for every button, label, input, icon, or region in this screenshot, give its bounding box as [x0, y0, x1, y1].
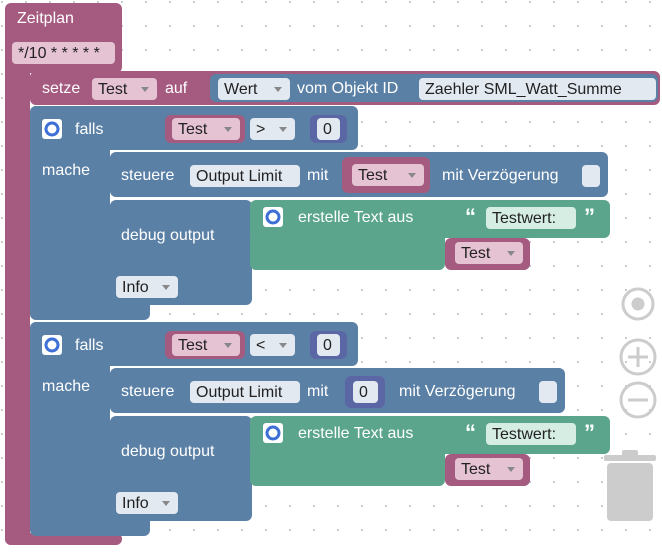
dropdown-arrow [274, 87, 282, 92]
dropdown-arrow [408, 173, 416, 178]
quote-open: “ [465, 204, 476, 229]
debug-label: debug output [121, 227, 215, 244]
workspace-controls [619, 287, 657, 419]
operator: < [256, 337, 265, 354]
control-value: 0 [359, 384, 368, 401]
text-join-label: erstelle Text aus [298, 209, 413, 226]
control-value: Test [358, 167, 388, 184]
control-value-field[interactable] [352, 164, 424, 186]
if-label: falls [75, 121, 103, 138]
dropdown-arrow [224, 343, 232, 348]
text-join-label: erstelle Text aus [298, 425, 413, 442]
debug-level: Info [122, 279, 149, 296]
if-body [30, 322, 110, 532]
gear [44, 121, 60, 137]
text-join-input [250, 232, 445, 270]
debug-label: debug output [121, 443, 215, 460]
control-target-field[interactable] [190, 165, 300, 187]
control-target: Output Limit [196, 168, 283, 185]
gear [44, 337, 60, 353]
operator-field[interactable] [250, 118, 295, 140]
debug-level-field[interactable] [116, 492, 178, 514]
zoom-in-button[interactable] [619, 338, 657, 376]
cron: */10 * * * * * [18, 45, 100, 62]
compare-right-field[interactable] [317, 118, 340, 140]
set-variable-field[interactable] [92, 78, 157, 100]
debug-level: Info [122, 495, 149, 512]
compare-left: Test [178, 121, 208, 138]
gear [265, 425, 281, 441]
quote-close: ” [584, 420, 595, 445]
control-with: mit [307, 383, 329, 400]
cron-field[interactable] [12, 42, 115, 64]
debug-variable: Test [461, 461, 491, 478]
compare-left: Test [178, 337, 208, 354]
text-literal: Testwert: [492, 210, 556, 227]
gear [265, 209, 281, 225]
text-literal-field[interactable] [486, 423, 576, 445]
operator-field[interactable] [250, 334, 295, 356]
control-target-field[interactable] [190, 381, 300, 403]
delay-checkbox[interactable] [539, 381, 557, 403]
dropdown-arrow [507, 251, 515, 256]
delay-checkbox[interactable] [582, 165, 600, 187]
compare-right-field[interactable] [317, 334, 340, 356]
debug-variable-field[interactable] [455, 458, 523, 480]
if-body [30, 106, 110, 316]
set-variable: Test [98, 81, 128, 98]
delay-label: mit Verzögerung [399, 383, 516, 400]
quote-close: ” [584, 204, 595, 229]
do-label: mache [42, 162, 90, 179]
debug-variable-field[interactable] [455, 242, 523, 264]
schedule-label: Zeitplan [17, 10, 74, 27]
set-to: auf [165, 80, 188, 97]
delay-label: mit Verzögerung [442, 167, 559, 184]
control-target: Output Limit [196, 384, 283, 401]
text-literal-field[interactable] [486, 207, 576, 229]
do-label: mache [42, 378, 90, 395]
compare-left-field[interactable] [172, 118, 240, 140]
text-join-input [250, 448, 445, 486]
dropdown-arrow [141, 87, 149, 92]
quote-open: “ [465, 420, 476, 445]
compare-right: 0 [323, 121, 332, 138]
dropdown-arrow [224, 127, 232, 132]
dropdown-arrow [507, 467, 515, 472]
control-label: steuere [121, 383, 174, 400]
zoom-out-button[interactable] [619, 381, 657, 419]
object-id: Zaehler SML_Watt_Summe [425, 81, 622, 98]
dropdown-arrow [279, 343, 287, 348]
if-label: falls [75, 337, 103, 354]
trash-can[interactable] [604, 450, 656, 521]
source-field[interactable] [218, 78, 290, 100]
compare-left-field[interactable] [172, 334, 240, 356]
debug-variable: Test [461, 245, 491, 262]
control-with: mit [307, 167, 329, 184]
source: Wert [224, 81, 258, 98]
compare-right: 0 [323, 337, 332, 354]
dropdown-arrow [162, 285, 170, 290]
of-label: vom Objekt ID [297, 80, 398, 97]
object-id-field[interactable] [419, 78, 656, 100]
control-value-field[interactable] [353, 381, 378, 403]
debug-level-field[interactable] [116, 276, 178, 298]
operator: > [256, 121, 265, 138]
dropdown-arrow [279, 127, 287, 132]
set-label: setze [42, 80, 80, 97]
recenter-button[interactable] [621, 287, 655, 321]
control-label: steuere [121, 167, 174, 184]
dropdown-arrow [162, 501, 170, 506]
schedule-body [5, 60, 30, 545]
text-literal: Testwert: [492, 426, 556, 443]
